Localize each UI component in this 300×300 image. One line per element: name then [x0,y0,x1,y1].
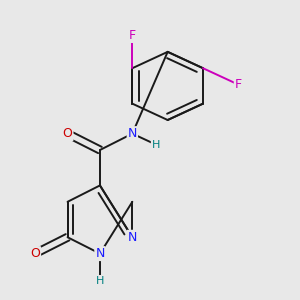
Text: O: O [63,127,73,140]
Text: O: O [30,247,40,260]
Text: N: N [95,247,105,260]
Text: N: N [128,127,137,140]
Text: F: F [235,78,242,91]
Text: F: F [129,29,136,42]
Text: H: H [152,140,160,149]
Text: H: H [96,276,104,286]
Text: N: N [128,231,137,244]
